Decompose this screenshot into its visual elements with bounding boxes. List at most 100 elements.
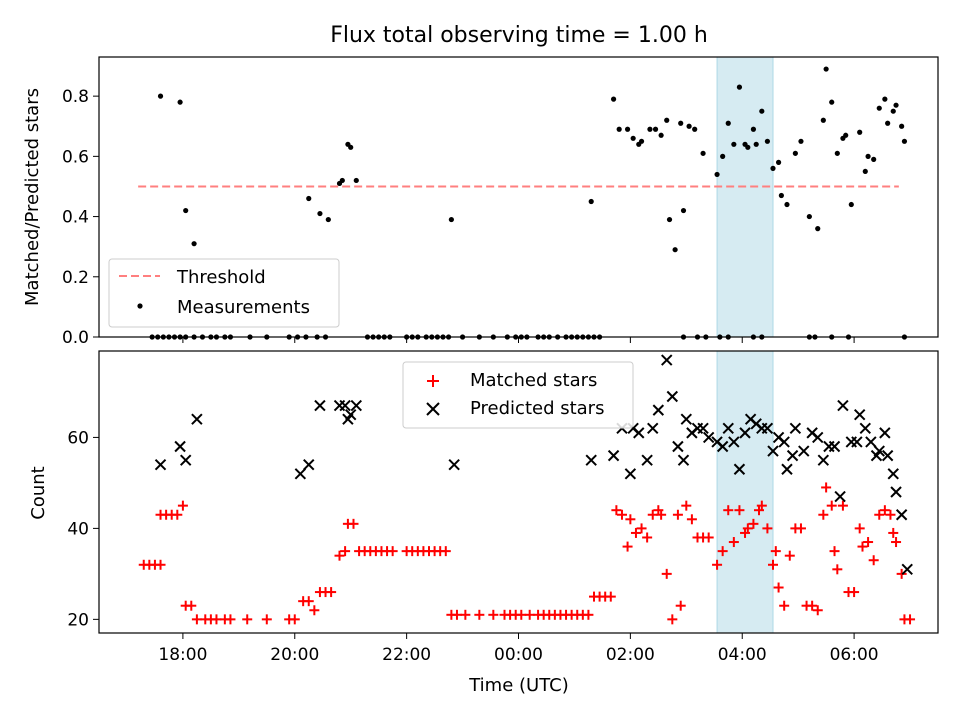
measurements-legend-label: Measurements [177, 297, 310, 318]
measurement-point [731, 141, 737, 147]
matched-star-point [829, 546, 840, 557]
matched-star-point [172, 509, 183, 520]
matched-star-point [837, 500, 848, 511]
predicted-star-point [890, 486, 902, 498]
predicted-star-point [767, 445, 779, 457]
predicted-star-point [739, 427, 751, 439]
measurement-point [306, 195, 312, 202]
measurement-point [823, 66, 829, 72]
measurement-point [806, 213, 812, 220]
measurement-point [862, 168, 868, 175]
measurement-point [882, 96, 888, 102]
measurement-point [778, 192, 784, 199]
x-tick-label: 06:00 [830, 645, 879, 665]
matched-star-point [767, 559, 778, 570]
measurement-point [664, 117, 670, 123]
predicted-star-point [873, 445, 885, 457]
predicted-star-point [607, 449, 620, 462]
predicted-star-point [344, 408, 357, 421]
predicted-star-point [697, 422, 709, 435]
matched-star-point [863, 537, 874, 548]
measurement-point [714, 171, 720, 178]
matched-star-point [583, 609, 594, 620]
measurement-point [720, 153, 726, 159]
threshold-legend-label: Threshold [176, 267, 266, 288]
predicted-star-point [781, 463, 793, 475]
matched-star-point [642, 532, 653, 543]
measurement-point [893, 102, 899, 108]
matched-star-point [460, 609, 471, 620]
predicted-star-point [179, 454, 192, 466]
predicted-star-point [716, 440, 729, 453]
matched-star-point [818, 509, 829, 520]
measurement-point [700, 150, 706, 156]
matched-star-point [326, 587, 337, 598]
measurement-point [348, 144, 354, 150]
matched-star-point [885, 509, 896, 520]
matched-star-point [667, 614, 678, 625]
predicted-star-point [851, 436, 863, 448]
measurement-point [610, 96, 617, 102]
matched-star-point [211, 614, 222, 625]
matched-star-point [723, 505, 734, 516]
x-tick-label: 18:00 [158, 645, 207, 665]
measurement-point [798, 138, 804, 144]
measurement-point [745, 144, 751, 150]
predicted-star-point [680, 413, 693, 425]
matched-star-point [888, 527, 899, 538]
matched-star-point [849, 587, 860, 598]
measurement-point [680, 207, 687, 214]
matched-star-point [303, 596, 314, 607]
matched-star-point [770, 546, 781, 557]
matched-star-point [186, 600, 197, 611]
measurement-point [448, 216, 454, 223]
predicted-star-point [733, 463, 746, 475]
predicted-star-point [585, 454, 597, 466]
predicted-star-point [722, 422, 734, 435]
predicted-star-point [853, 408, 866, 421]
matched-star-point [622, 541, 633, 552]
measurement-point [630, 135, 636, 141]
matched-star-point [756, 500, 767, 511]
measurement-point [820, 117, 826, 123]
measurement-point [678, 120, 684, 126]
predicted-star-point [798, 445, 810, 457]
matched-star-point [703, 532, 714, 543]
predicted-star-point [677, 454, 690, 466]
predicted-star-point [448, 459, 460, 471]
measurement-point [890, 108, 896, 114]
top-y-tick-label: 0.8 [62, 87, 89, 107]
matched-star-point [616, 509, 627, 520]
measurement-point [177, 99, 183, 105]
measurement-point [764, 138, 771, 144]
matched-star-point [611, 505, 622, 516]
predicted-star-point [728, 436, 740, 448]
matched-star-point [242, 614, 253, 625]
observing-window-highlight [716, 56, 774, 338]
matched-star-point [812, 605, 823, 616]
measurement-point [588, 198, 594, 205]
top-y-tick-label: 0.0 [62, 328, 89, 348]
predicted-star-point [647, 422, 659, 435]
measurement-point [843, 132, 849, 138]
predicted-star-point [633, 427, 645, 439]
bottom-y-tick-label: 60 [67, 428, 89, 448]
measurement-point [658, 132, 664, 138]
matched-star-point [717, 546, 728, 557]
matched-star-point [451, 609, 462, 620]
measurement-point [885, 120, 891, 126]
top-legend-box [108, 258, 340, 328]
predicted-star-point [837, 399, 849, 412]
x-axis-label: Time (UTC) [468, 675, 569, 696]
measurement-point [784, 201, 790, 208]
matched-star-point [728, 537, 739, 548]
predicted-star-point [879, 427, 891, 439]
predicted-star-point [314, 399, 326, 412]
predicted-star-point [828, 440, 841, 453]
matched-star-point [896, 568, 907, 579]
measurement-point [191, 241, 197, 247]
chart-title: Flux total observing time = 1.00 h [330, 23, 708, 48]
matched-star-point [661, 568, 672, 579]
matched-star-point [905, 614, 916, 625]
measurement-point [325, 216, 331, 223]
